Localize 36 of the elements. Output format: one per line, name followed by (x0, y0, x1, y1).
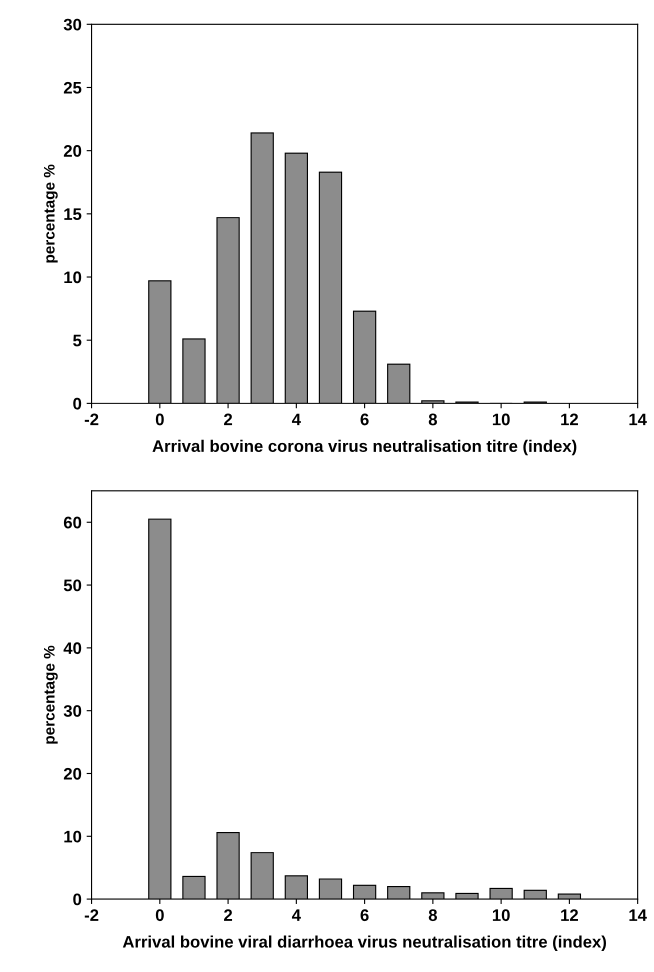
x-axis-title: Arrival bovine viral diarrhoea virus neutralisation titre (index) (122, 935, 606, 952)
y-tick-label: 50 (64, 579, 82, 592)
y-tick-label: 0 (73, 398, 82, 410)
y-tick-label: 30 (64, 705, 82, 717)
x-tick-label: -2 (84, 414, 98, 426)
x-tick-label: 4 (292, 414, 301, 426)
x-tick-label: 8 (428, 909, 437, 922)
x-tick-label: 0 (156, 909, 164, 922)
y-axis-title: percentage % (44, 646, 58, 744)
x-tick-label: 8 (428, 414, 437, 426)
y-tick-label: 60 (64, 516, 82, 528)
x-tick-label: 12 (561, 909, 578, 921)
x-tick-label: 0 (156, 414, 164, 426)
y-tick-label: 40 (64, 642, 82, 654)
x-tick-label: 4 (292, 909, 301, 921)
x-tick-label: 6 (360, 909, 369, 922)
x-tick-label: 14 (629, 414, 647, 426)
y-tick-label: 25 (64, 82, 82, 94)
x-tick-label: 12 (561, 414, 578, 426)
y-tick-label: 10 (64, 271, 82, 284)
y-axis-title: percentage % (44, 164, 58, 262)
y-tick-label: 20 (64, 768, 82, 780)
y-tick-label: 0 (73, 894, 82, 906)
y-tick-label: 20 (64, 145, 82, 157)
x-tick-label: 10 (492, 909, 510, 922)
x-tick-label: -2 (84, 909, 98, 921)
y-tick-label: 5 (73, 334, 82, 346)
x-tick-label: 14 (629, 909, 647, 921)
x-tick-label: 2 (224, 909, 232, 921)
y-tick-label: 30 (64, 18, 82, 31)
y-tick-label: 15 (64, 208, 82, 220)
x-tick-label: 6 (360, 414, 369, 426)
x-tick-label: 2 (224, 414, 232, 426)
y-tick-label: 10 (64, 830, 82, 842)
x-axis-title: Arrival bovine corona virus neutralisation titre (index) (152, 440, 576, 456)
x-tick-label: 10 (492, 414, 510, 426)
